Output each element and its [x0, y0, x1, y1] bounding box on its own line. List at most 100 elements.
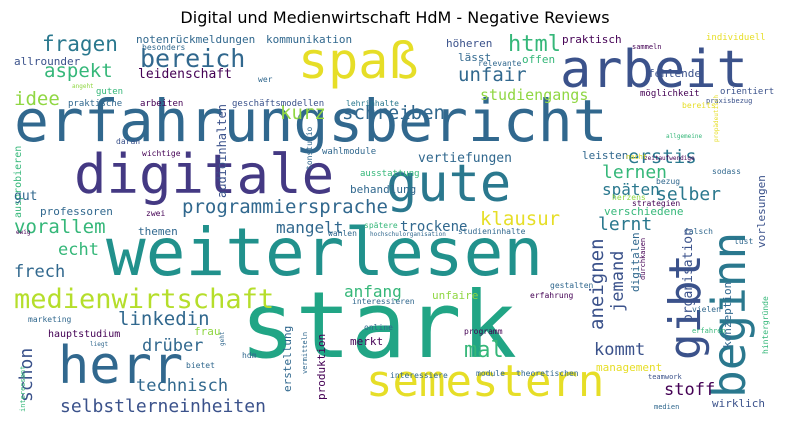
word-wahlmodule: wahlmodule — [322, 147, 377, 157]
word-arbeiten: arbeiten — [140, 99, 184, 109]
word-allrounder: allrounder — [14, 55, 81, 68]
word-zeitaufwendige: zeitaufwendige — [644, 155, 695, 162]
word-wahlen: wahlen — [328, 229, 357, 238]
word-gut: gut — [14, 189, 38, 204]
word-bereich: bereich — [140, 44, 246, 73]
word-wichtige: wichtige — [142, 149, 181, 158]
word-selber: selber — [656, 184, 722, 205]
word-klausur: klausur — [480, 208, 561, 230]
word-hdm: hdm — [242, 351, 257, 360]
word-mangelt: mangelt — [276, 218, 344, 237]
word-offen: offen — [522, 53, 556, 66]
word-relevante: relevante — [478, 59, 522, 68]
word-lernen: lernen — [602, 162, 668, 183]
word-moeglichkeit: möglichkeit — [640, 89, 700, 99]
word-tonstudio: tonstudio — [305, 126, 314, 170]
word-digitale: digitale — [74, 143, 335, 206]
word-wirklich: wirklich — [712, 397, 765, 410]
word-orientiert: orientiert — [720, 87, 775, 97]
word-unfair: unfair — [458, 64, 527, 86]
word-vorlesungen: vorlesungen — [755, 175, 768, 248]
word-guten: guten — [96, 87, 124, 97]
word-marketing: marketing — [28, 315, 72, 324]
word-spass: spaß — [298, 32, 419, 90]
word-management: management — [596, 361, 663, 374]
word-bezug: bezug — [656, 177, 681, 186]
word-aspekt: aspekt — [44, 60, 113, 82]
word-besonders: besonders — [142, 43, 186, 52]
word-leidenschaft: leidenschaft — [138, 67, 232, 82]
word-fehlende: fehlende — [648, 67, 701, 80]
word-vorallem: vorallem — [14, 216, 106, 238]
word-mal: mal — [464, 338, 504, 363]
word-verschiedene: verschiedene — [604, 205, 684, 218]
word-idee: idee — [14, 88, 60, 110]
word-semestern: semestern — [366, 356, 605, 407]
word-nacht: nacht — [626, 153, 648, 161]
word-frau: frau — [194, 325, 221, 338]
word-module: module — [476, 369, 505, 378]
word-propaedeutisch: propädeutisch — [713, 95, 720, 142]
word-herr: herr — [58, 336, 184, 396]
word-lehrinhalte: lehrinhalte — [346, 99, 399, 108]
word-notenrueckmeldungen: notenrückmeldungen — [136, 33, 256, 46]
word-ausstattung: ausstattung — [360, 169, 420, 179]
word-hintergruende: hintergründe — [761, 296, 770, 354]
word-hauptstudium: hauptstudium — [48, 329, 121, 340]
word-vermitteln: vermitteln — [301, 331, 309, 374]
word-studieninhalte: studieninhalte — [458, 227, 526, 236]
word-liegt: liegt — [90, 341, 109, 348]
word-technisch: technisch — [136, 376, 229, 396]
word-online: online — [364, 323, 393, 332]
word-theoretischen: theoretischen — [516, 369, 579, 378]
word-bietet: bietet — [186, 361, 215, 370]
word-strategien: strategien — [632, 199, 681, 208]
word-themen: themen — [138, 225, 178, 238]
word-fragen: fragen — [42, 32, 118, 56]
word-teamwork: teamwork — [648, 373, 682, 381]
word-anfang: anfang — [344, 282, 402, 301]
word-studiengangs: studiengangs — [480, 86, 589, 104]
word-sodass: sodass — [712, 167, 741, 176]
word-vertiefungen: vertiefungen — [418, 151, 512, 166]
word-stark: stark — [240, 272, 517, 379]
word-erstis: erstis — [628, 146, 697, 168]
word-individuell: individuell — [706, 33, 766, 43]
word-kommt: kommt — [594, 340, 646, 360]
word-gestalten: gestalten — [550, 281, 594, 290]
word-geht: geht — [219, 331, 226, 346]
word-bereits: bereits — [682, 101, 716, 110]
word-sammeln: sammeln — [632, 43, 662, 51]
word-behandlung: behandlung — [350, 183, 417, 196]
word-erfahrungsbericht: erfahrungsbericht — [14, 87, 608, 155]
word-hoeheren: höheren — [446, 37, 493, 50]
word-cloud: erfahrungsbericht stark weiterlesen digi… — [12, 30, 777, 419]
word-erstellung: erstellung — [281, 325, 294, 392]
word-praktisch: praktisch — [562, 33, 622, 46]
word-arbeit: arbeit — [560, 40, 748, 100]
word-geschaeftsmodellen: geschäftsmodellen — [232, 99, 325, 109]
word-selbstlerneinheiten: selbstlerneinheiten — [60, 396, 266, 417]
word-programmiersprache: programmiersprache — [182, 196, 388, 218]
word-produktion: produktion — [315, 333, 328, 400]
word-leisten: leisten — [582, 149, 629, 162]
word-spaeten: späten — [602, 180, 660, 199]
word-medien: medien — [654, 403, 680, 411]
word-trockene: trockene — [400, 219, 468, 235]
word-konzeption: konzeption — [721, 281, 734, 348]
word-wer: wer — [258, 75, 273, 84]
word-praxisbezug: praxisbezug — [706, 97, 753, 105]
word-daran: daran — [116, 137, 141, 146]
word-zwei: zwei — [146, 209, 166, 218]
word-lernt: lernt — [598, 214, 653, 235]
word-schreiben: schreiben — [342, 102, 445, 124]
word-gute: gute — [386, 154, 512, 214]
word-erfahrung: erfahrung — [530, 291, 574, 300]
word-angeht: angeht — [72, 83, 94, 90]
word-drueber: drüber — [142, 336, 204, 356]
word-spaetere: spätere — [364, 221, 398, 230]
word-praktische: praktische — [68, 99, 123, 109]
word-interessant: interessant — [19, 365, 27, 412]
word-erfahren: erfahren — [692, 327, 726, 335]
word-medienwirtschaft: medienwirtschaft — [14, 284, 275, 315]
